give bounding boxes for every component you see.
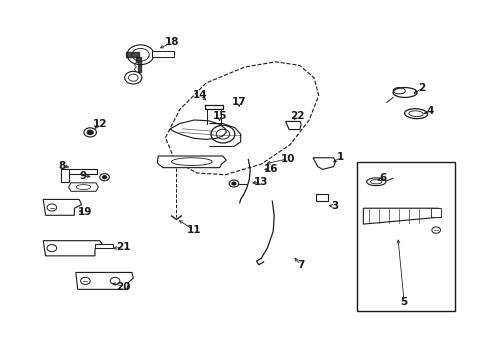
Text: 9: 9 xyxy=(79,171,86,181)
Circle shape xyxy=(232,182,235,185)
Text: 2: 2 xyxy=(417,83,425,93)
Polygon shape xyxy=(157,156,226,168)
Polygon shape xyxy=(316,194,328,201)
Polygon shape xyxy=(76,273,133,289)
Text: 17: 17 xyxy=(231,98,245,107)
Bar xyxy=(356,162,454,311)
Text: 20: 20 xyxy=(116,282,131,292)
Text: 15: 15 xyxy=(212,112,226,121)
Text: 10: 10 xyxy=(280,154,294,164)
Text: 14: 14 xyxy=(193,90,207,100)
Circle shape xyxy=(102,176,106,179)
Text: 4: 4 xyxy=(426,106,433,116)
Text: 13: 13 xyxy=(253,177,268,187)
Text: 6: 6 xyxy=(378,173,386,183)
Text: 18: 18 xyxy=(164,37,179,48)
Polygon shape xyxy=(61,170,68,182)
Polygon shape xyxy=(136,57,140,72)
Text: 22: 22 xyxy=(289,112,304,121)
Text: 8: 8 xyxy=(59,161,66,171)
Polygon shape xyxy=(68,183,98,191)
Text: 19: 19 xyxy=(78,207,92,217)
Polygon shape xyxy=(312,158,335,170)
Polygon shape xyxy=(95,244,112,248)
Polygon shape xyxy=(285,121,301,130)
Polygon shape xyxy=(170,120,226,139)
Polygon shape xyxy=(126,52,139,57)
Text: 16: 16 xyxy=(263,165,278,174)
Polygon shape xyxy=(430,208,440,217)
Polygon shape xyxy=(43,241,103,256)
Polygon shape xyxy=(61,170,97,174)
Polygon shape xyxy=(363,208,440,224)
Polygon shape xyxy=(43,199,81,215)
Text: 21: 21 xyxy=(116,242,131,252)
Text: 5: 5 xyxy=(400,297,407,307)
Text: 7: 7 xyxy=(297,260,304,270)
Text: 1: 1 xyxy=(336,152,343,162)
Polygon shape xyxy=(151,50,174,57)
Text: 11: 11 xyxy=(186,225,201,235)
Circle shape xyxy=(87,130,93,135)
Text: 3: 3 xyxy=(330,202,338,211)
Text: 12: 12 xyxy=(92,119,107,129)
